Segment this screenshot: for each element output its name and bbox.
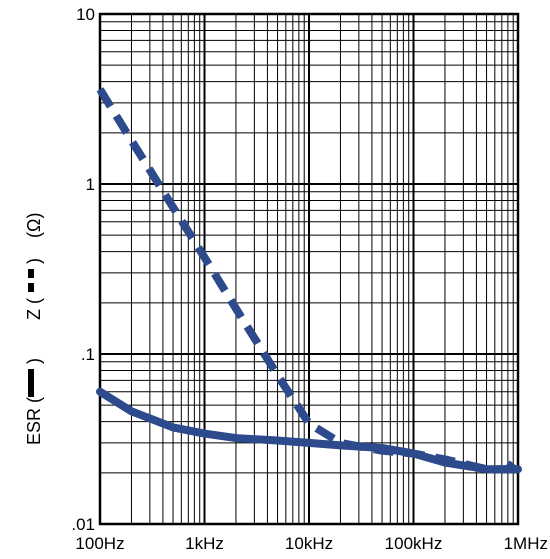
series-layer (96, 87, 522, 474)
x-tick-label: 100kHz (385, 534, 443, 553)
esr-label: ESR ( (24, 397, 44, 445)
y-tick-labels: .01 .1 1 10 (71, 5, 95, 534)
y-tick-label: 10 (76, 5, 95, 24)
z-legend-swatch-1 (28, 283, 34, 292)
major-gridlines (100, 14, 518, 524)
esr-legend-swatch (28, 369, 34, 397)
z-label: Z ( (24, 298, 44, 320)
x-tick-label: 10kHz (285, 534, 333, 553)
esr-label-close: ) (24, 358, 44, 364)
z-legend-swatch-2 (28, 269, 34, 278)
z-label-close: ) (24, 258, 44, 264)
y-tick-label: .01 (71, 515, 95, 534)
x-tick-label: 100Hz (75, 534, 124, 553)
unit-label: (Ω) (24, 213, 44, 238)
plot-frame (98, 12, 520, 526)
x-tick-label: 1MHz (504, 534, 548, 553)
x-tick-labels: 100Hz 1kHz 10kHz 100kHz 1MHz (75, 534, 548, 553)
y-tick-label: .1 (81, 345, 95, 364)
esr-series-line (96, 387, 522, 474)
x-tick-label: 1kHz (185, 534, 224, 553)
y-tick-label: 1 (86, 175, 95, 194)
y-axis-label: ESR ( ) Z ( ) (Ω) (24, 213, 44, 445)
